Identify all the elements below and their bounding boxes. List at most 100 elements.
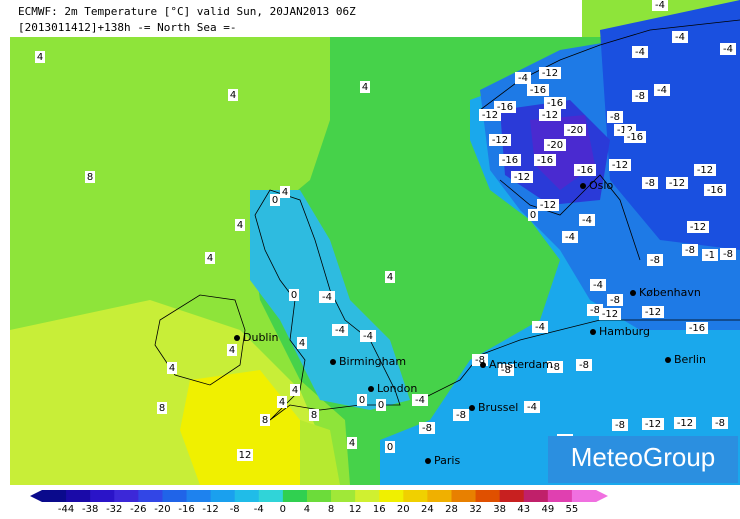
- colorbar-label: 0: [280, 504, 286, 515]
- contour-label: 4: [299, 338, 305, 349]
- contour-label: 4: [387, 272, 393, 283]
- contour-label-box: [539, 109, 561, 121]
- colorbar-segment: [210, 490, 236, 502]
- colorbar-label: -20: [154, 504, 170, 515]
- contour-label-box: [515, 72, 531, 84]
- contour-label: -12: [645, 307, 661, 318]
- contour-label: -12: [542, 68, 558, 79]
- contour-label-box: [527, 84, 549, 96]
- contour-label: -12: [514, 172, 530, 183]
- contour-label: -4: [363, 331, 373, 342]
- contour-label-box: [674, 417, 696, 429]
- city-name: København: [639, 286, 701, 299]
- colorbar-segment: [234, 490, 260, 502]
- contour-label-box: [35, 51, 45, 63]
- contour-label: 0: [387, 442, 393, 453]
- contour-label: -8: [645, 178, 655, 189]
- contour-label: 4: [229, 345, 235, 356]
- contour-label: -12: [542, 110, 558, 121]
- colorbar-segment: [186, 490, 212, 502]
- contour-label: -16: [689, 323, 705, 334]
- colorbar-label: -38: [82, 504, 98, 515]
- city-dot: [469, 405, 475, 411]
- contour-label-box: [647, 254, 663, 266]
- contour-label: -4: [322, 292, 332, 303]
- contour-label: -12: [645, 419, 661, 430]
- contour-label: 4: [282, 187, 288, 198]
- contour-label: -16: [530, 85, 546, 96]
- contour-label: -4: [635, 47, 645, 58]
- contour-label: -8: [635, 91, 645, 102]
- city-name: Amsterdam: [489, 358, 553, 371]
- colorbar-label: -12: [202, 504, 218, 515]
- contour-label-box: [609, 159, 631, 171]
- contour-label-box: [694, 164, 716, 176]
- contour-label-box: [498, 364, 514, 376]
- contour-label-box: [547, 361, 563, 373]
- contour-label-box: [489, 134, 511, 146]
- contour-label-box: [289, 289, 299, 301]
- contour-label-box: [682, 244, 698, 256]
- colorbar-label: 20: [397, 504, 410, 515]
- contour-label: 4: [237, 220, 243, 231]
- colorbar-segment: [403, 490, 428, 502]
- contour-label: -8: [579, 360, 589, 371]
- city-dot: [330, 359, 336, 365]
- colorbar-segment: [162, 490, 188, 502]
- contour-label-box: [564, 124, 586, 136]
- contour-label: -20: [567, 125, 583, 136]
- city-dot: [368, 386, 374, 392]
- contour-label: 8: [87, 172, 93, 183]
- contour-label-box: [599, 308, 621, 320]
- contour-label-box: [642, 418, 664, 430]
- contour-label: -12: [602, 309, 618, 320]
- contour-label: 0: [291, 290, 297, 301]
- contour-label-box: [544, 97, 566, 109]
- contour-label-box: [537, 199, 559, 211]
- contour-label: -8: [475, 355, 485, 366]
- contour-label: -12: [482, 110, 498, 121]
- contour-label-box: [590, 279, 606, 291]
- contour-label: 12: [239, 450, 252, 461]
- contour-label-box: [227, 344, 237, 356]
- contour-label-box: [228, 89, 238, 101]
- contour-label-box: [544, 139, 566, 151]
- contour-label-box: [642, 306, 664, 318]
- contour-label: -12: [617, 125, 633, 136]
- contour-label-box: [720, 43, 736, 55]
- contour-label: -8: [610, 112, 620, 123]
- city-dot: [590, 329, 596, 335]
- contour-label: -16: [502, 155, 518, 166]
- colorbar-arrow: [596, 490, 608, 502]
- city-name: Dublin: [243, 331, 279, 344]
- contour-label: -8: [550, 362, 560, 373]
- contour-label: -4: [527, 402, 537, 413]
- colorbar-label: 28: [445, 504, 458, 515]
- contour-label-box: [479, 109, 501, 121]
- colorbar-label: 43: [517, 504, 530, 515]
- contour-label-box: [360, 330, 376, 342]
- contour-label-box: [332, 324, 348, 336]
- city-name: Birmingham: [339, 355, 406, 368]
- contour-label: -12: [492, 135, 508, 146]
- city-name: Oslo: [589, 179, 613, 192]
- contour-label: -8: [715, 418, 725, 429]
- contour-label: -20: [547, 140, 563, 151]
- contour-label: -16: [497, 102, 513, 113]
- contour-label-box: [720, 248, 736, 260]
- contour-label-box: [612, 419, 628, 431]
- contour-label-box: [654, 84, 670, 96]
- contour-label-box: [297, 337, 307, 349]
- colorbar-label: 4: [304, 504, 310, 515]
- city-dot: [630, 290, 636, 296]
- colorbar-label: 32: [469, 504, 482, 515]
- contour-label-box: [357, 394, 367, 406]
- contour-label: -8: [650, 255, 660, 266]
- city-name: Paris: [434, 454, 460, 467]
- colorbar-label: 38: [493, 504, 506, 515]
- contour-label-box: [666, 177, 688, 189]
- header-line1: ECMWF: 2m Temperature [°C] valid Sun, 20…: [18, 5, 356, 18]
- contour-label-box: [205, 252, 215, 264]
- contour-label: -16: [627, 132, 643, 143]
